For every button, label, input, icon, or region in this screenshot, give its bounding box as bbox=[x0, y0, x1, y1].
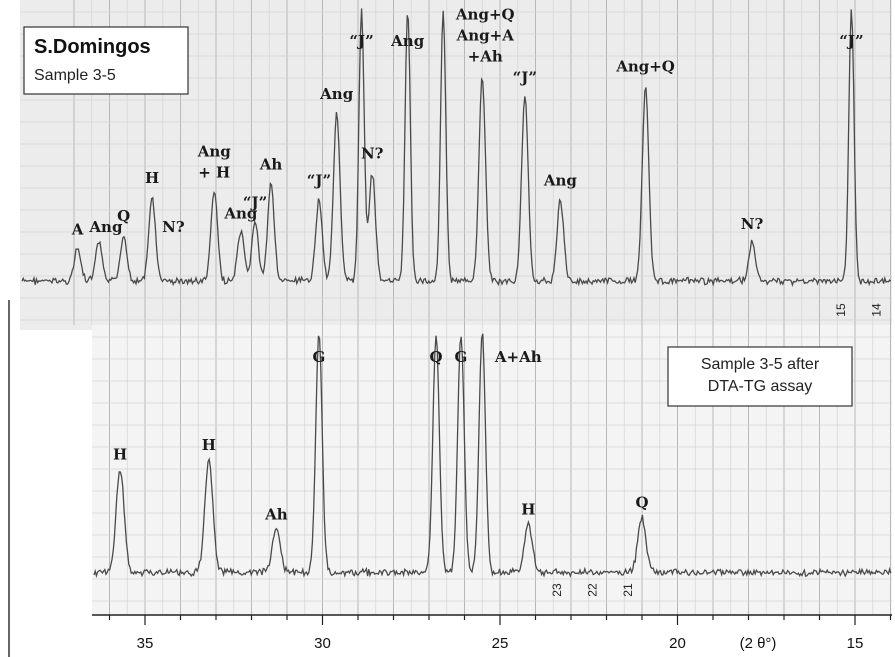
chart-tick-label: 21 bbox=[621, 583, 635, 597]
peak-label: H bbox=[202, 436, 216, 454]
peak-label: “J” bbox=[243, 193, 267, 211]
peak-label: “J” bbox=[307, 172, 331, 190]
chart-tick-label: 14 bbox=[870, 303, 884, 317]
peak-label: Ang bbox=[390, 32, 425, 50]
peak-label: Ang+Q Ang+A +Ah bbox=[455, 5, 515, 65]
peak-label: Ang + H bbox=[197, 143, 232, 182]
peak-label: “J” bbox=[349, 32, 373, 50]
x-axis-tick-label: 15 bbox=[847, 635, 864, 652]
x-axis-tick-label: 30 bbox=[314, 635, 331, 652]
peak-label: Ang bbox=[319, 85, 354, 103]
top-chart-subtitle: Sample 3-5 bbox=[34, 67, 116, 84]
peak-label: G bbox=[313, 348, 326, 366]
chart-tick-label: 15 bbox=[834, 303, 848, 317]
chart-tick-label: 23 bbox=[550, 583, 564, 597]
bottom-title-box-frame bbox=[667, 346, 853, 407]
x-axis-tick-label: 20 bbox=[669, 635, 686, 652]
peak-label: Ang bbox=[543, 172, 578, 190]
x-axis-tick-label: 35 bbox=[137, 635, 154, 652]
bottom-title-box: Sample 3-5 after DTA-TG assay bbox=[667, 346, 853, 407]
bottom-chart-title: Sample 3-5 after DTA-TG assay bbox=[701, 356, 820, 395]
peak-label: H bbox=[113, 446, 127, 464]
bottom-grid bbox=[92, 325, 892, 615]
peak-label: G bbox=[455, 348, 468, 366]
peak-label: Ang+Q bbox=[615, 58, 675, 76]
peak-label: H bbox=[521, 501, 535, 519]
peak-label: Ang bbox=[88, 218, 123, 236]
top-diffractogram-trace bbox=[21, 8, 892, 287]
top-chart-title: S.Domingos bbox=[34, 36, 151, 58]
bottom-x-axis: 35 30 25 20 15 (2 θ°) bbox=[92, 614, 892, 652]
top-title-box: S.Domingos Sample 3-5 bbox=[23, 26, 189, 95]
x-axis-label: (2 θ°) bbox=[740, 635, 777, 652]
top-title-box-frame bbox=[23, 26, 189, 95]
peak-label: N? bbox=[741, 215, 764, 233]
bottom-chart-tick-labels: 23 22 21 bbox=[550, 583, 635, 597]
peak-label: Ah bbox=[264, 505, 288, 523]
peak-label: Q bbox=[430, 348, 443, 366]
peak-label: H bbox=[145, 169, 159, 187]
top-chart-tick-labels: 15141312 bbox=[834, 303, 884, 317]
chart-tick-label: 22 bbox=[586, 583, 600, 597]
bottom-diffractogram-trace bbox=[93, 333, 892, 579]
x-axis-tick-label: 25 bbox=[492, 635, 509, 652]
peak-label: Q bbox=[635, 493, 648, 511]
peak-label: Ah bbox=[259, 155, 283, 173]
peak-label: N? bbox=[361, 145, 384, 163]
peak-label: “J” bbox=[839, 32, 863, 50]
peak-label: Q bbox=[117, 207, 130, 225]
peak-label: A bbox=[71, 221, 84, 239]
peak-label: A+Ah bbox=[494, 348, 542, 366]
peak-label: Ang bbox=[223, 204, 258, 222]
peak-label: “J” bbox=[513, 68, 537, 86]
peak-label: N? bbox=[162, 218, 185, 236]
